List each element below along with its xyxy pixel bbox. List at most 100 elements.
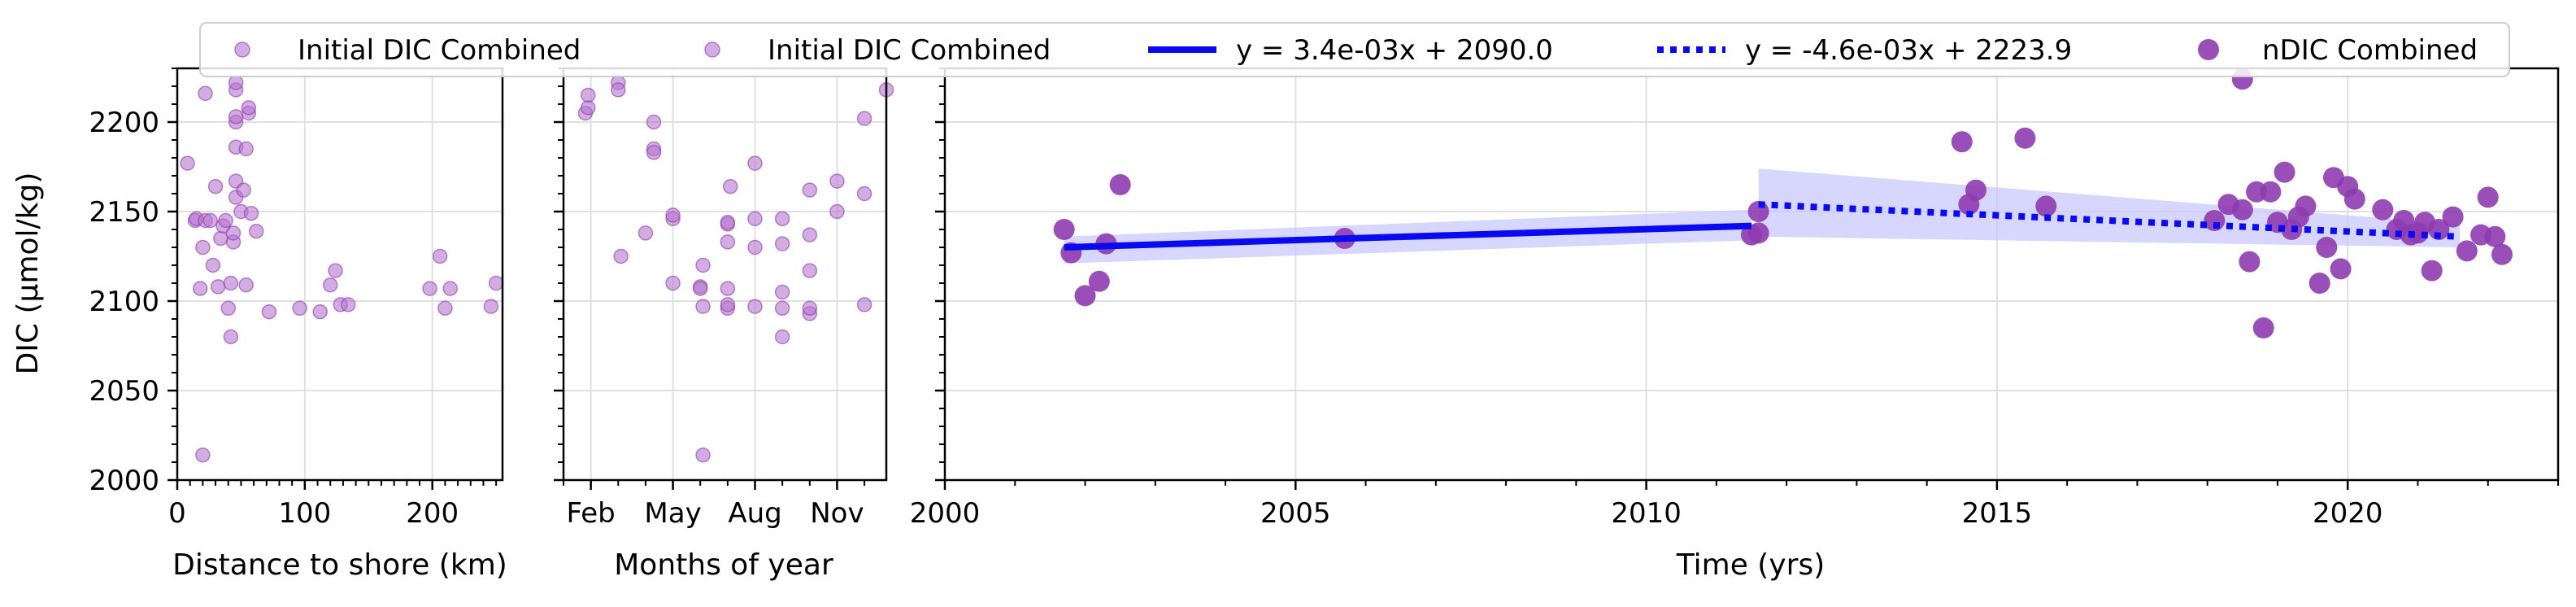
x-tick-label: 2010 <box>1611 497 1682 530</box>
x-tick-label: 2020 <box>2313 497 2383 530</box>
data-point <box>802 182 818 198</box>
data-point <box>2231 199 2253 221</box>
data-point <box>243 205 259 221</box>
data-point <box>213 230 228 247</box>
data-point <box>2014 127 2036 149</box>
data-point <box>1053 219 1075 240</box>
data-point <box>210 279 226 295</box>
data-point <box>802 263 818 278</box>
data-point <box>747 299 763 314</box>
data-point <box>312 304 328 320</box>
data-point <box>692 281 708 296</box>
data-point <box>856 297 872 312</box>
chart-legend: Initial DIC Combined Initial DIC Combined… <box>199 22 2510 77</box>
x-tick-label: 200 <box>406 497 459 530</box>
panel-distance: 0 100 200 2000 2050 2100 2150 2200 Distance to s… <box>89 67 507 582</box>
y-tick-label: 2150 <box>89 196 159 229</box>
x-tick-label: 2015 <box>1962 497 2033 530</box>
data-point <box>220 300 236 317</box>
data-point <box>2421 260 2443 282</box>
data-point <box>856 186 872 202</box>
data-point <box>228 109 244 124</box>
data-point <box>646 114 662 130</box>
data-point <box>437 300 453 317</box>
data-point <box>195 447 211 463</box>
data-point <box>223 329 239 345</box>
data-point <box>581 100 596 116</box>
data-point <box>747 239 763 255</box>
data-point <box>322 277 338 293</box>
data-point <box>192 281 208 296</box>
data-point <box>292 300 307 317</box>
data-point <box>442 281 458 296</box>
data-point <box>637 225 654 241</box>
y-tick-label: 2200 <box>89 107 159 139</box>
data-point <box>747 211 763 227</box>
legend-box <box>199 22 2510 77</box>
data-point <box>2035 195 2057 217</box>
legend-marker-small-dot <box>704 41 720 58</box>
data-point <box>774 300 790 317</box>
data-point <box>720 234 736 250</box>
data-point <box>1109 174 1131 195</box>
data-point <box>829 173 845 189</box>
x-axis-label: Distance to shore (km) <box>172 548 507 582</box>
data-point <box>722 178 738 194</box>
chart-panels: 0 100 200 2000 2050 2100 2150 2200 Distance to s… <box>89 67 2560 582</box>
data-point <box>665 275 681 291</box>
data-point <box>2484 225 2506 247</box>
data-point <box>774 284 790 300</box>
data-point <box>1747 201 1769 222</box>
data-point <box>488 275 504 291</box>
x-tick-label: May <box>644 497 701 530</box>
data-point <box>2372 199 2394 221</box>
data-point <box>829 203 845 220</box>
plot-frame <box>562 67 888 482</box>
y-tick-label: 2100 <box>89 286 159 318</box>
data-point <box>646 145 662 160</box>
legend-entry: y = 3.4e-03x + 2090.0 <box>1148 34 1553 67</box>
panel-month: Feb May Aug Nov Months of year <box>554 67 894 582</box>
trend-line-solid <box>1064 222 1752 251</box>
data-point <box>2428 219 2450 240</box>
data-point <box>422 281 437 296</box>
y-tick-label: 2050 <box>89 375 159 408</box>
data-point <box>2295 195 2317 217</box>
x-axis-label: Months of year <box>614 548 833 582</box>
data-point <box>774 329 790 345</box>
data-point <box>238 277 254 293</box>
data-point <box>483 299 499 314</box>
x-tick-label: Nov <box>810 497 864 530</box>
data-point <box>2477 186 2499 208</box>
data-point <box>2252 317 2274 338</box>
data-point <box>1088 270 1110 292</box>
data-point <box>695 447 711 463</box>
data-point <box>2491 243 2513 265</box>
x-tick-label: Aug <box>728 497 781 530</box>
data-point <box>205 257 221 273</box>
data-point <box>241 100 257 116</box>
y-axis-label: DIC (µmol/kg) <box>11 172 45 375</box>
legend-entry: y = -4.6e-03x + 2223.9 <box>1657 34 2072 67</box>
data-point <box>2308 273 2330 294</box>
x-tick-label: 2000 <box>910 497 981 530</box>
data-point <box>720 297 736 312</box>
data-point <box>774 236 790 251</box>
legend-entry: Initial DIC Combined <box>234 34 581 67</box>
data-point <box>195 239 211 255</box>
x-tick-label: Feb <box>567 497 616 530</box>
data-point <box>2239 251 2261 273</box>
data-point <box>202 212 219 229</box>
data-point <box>747 155 763 171</box>
data-point <box>1965 179 1987 201</box>
data-point <box>613 248 629 264</box>
data-point <box>720 281 736 296</box>
data-point <box>720 214 736 230</box>
data-point <box>340 297 356 312</box>
data-point <box>1951 131 1973 153</box>
legend-label: Initial DIC Combined <box>298 34 581 67</box>
data-point <box>198 85 213 102</box>
x-axis-label: Time (yrs) <box>1676 548 1825 582</box>
data-point <box>802 227 818 242</box>
